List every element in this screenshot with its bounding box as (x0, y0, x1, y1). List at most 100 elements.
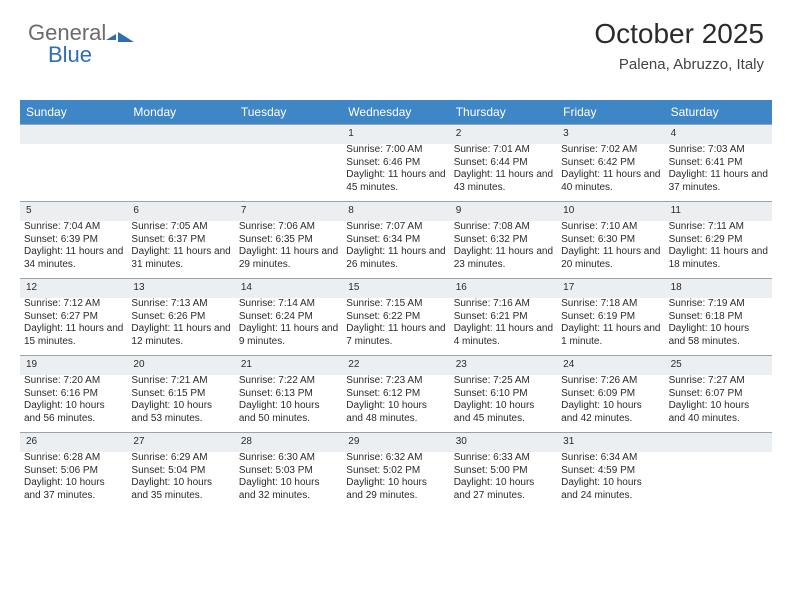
day-number (235, 125, 342, 144)
daylight-text: Daylight: 11 hours and 34 minutes. (24, 246, 123, 272)
day-number (20, 125, 127, 144)
daylight-text: Daylight: 11 hours and 26 minutes. (346, 246, 445, 272)
weekday-header: Sunday (20, 100, 127, 124)
sunrise-text: Sunrise: 7:16 AM (454, 298, 553, 311)
sunset-text: Sunset: 6:29 PM (669, 234, 768, 247)
day-cell: Sunrise: 7:06 AMSunset: 6:35 PMDaylight:… (235, 221, 342, 278)
day-cell: Sunrise: 7:03 AMSunset: 6:41 PMDaylight:… (665, 144, 772, 201)
day-number: 14 (235, 279, 342, 298)
day-cell: Sunrise: 7:11 AMSunset: 6:29 PMDaylight:… (665, 221, 772, 278)
sunrise-text: Sunrise: 6:29 AM (131, 452, 230, 465)
day-number: 3 (557, 125, 664, 144)
sunset-text: Sunset: 6:30 PM (561, 234, 660, 247)
header: October 2025 Palena, Abruzzo, Italy (594, 18, 764, 73)
day-number: 16 (450, 279, 557, 298)
daylight-text: Daylight: 10 hours and 48 minutes. (346, 400, 445, 426)
sunrise-text: Sunrise: 7:11 AM (669, 221, 768, 234)
sunrise-text: Sunrise: 7:14 AM (239, 298, 338, 311)
day-number: 5 (20, 202, 127, 221)
day-number: 28 (235, 433, 342, 452)
day-number: 26 (20, 433, 127, 452)
sunrise-text: Sunrise: 7:23 AM (346, 375, 445, 388)
day-cell: Sunrise: 7:05 AMSunset: 6:37 PMDaylight:… (127, 221, 234, 278)
day-number-row: 19202122232425 (20, 355, 772, 375)
sunrise-text: Sunrise: 7:04 AM (24, 221, 123, 234)
sunset-text: Sunset: 5:00 PM (454, 465, 553, 478)
day-number (665, 433, 772, 452)
daylight-text: Daylight: 10 hours and 32 minutes. (239, 477, 338, 503)
sunrise-text: Sunrise: 6:30 AM (239, 452, 338, 465)
sunset-text: Sunset: 5:02 PM (346, 465, 445, 478)
sunrise-text: Sunrise: 7:18 AM (561, 298, 660, 311)
day-number: 22 (342, 356, 449, 375)
day-detail-row: Sunrise: 6:28 AMSunset: 5:06 PMDaylight:… (20, 452, 772, 509)
logo-text-blue: Blue (48, 42, 92, 67)
day-cell: Sunrise: 7:21 AMSunset: 6:15 PMDaylight:… (127, 375, 234, 432)
daylight-text: Daylight: 10 hours and 27 minutes. (454, 477, 553, 503)
weeks-container: 1234Sunrise: 7:00 AMSunset: 6:46 PMDayli… (20, 124, 772, 509)
day-cell: Sunrise: 7:12 AMSunset: 6:27 PMDaylight:… (20, 298, 127, 355)
daylight-text: Daylight: 11 hours and 15 minutes. (24, 323, 123, 349)
weekday-header: Saturday (665, 100, 772, 124)
daylight-text: Daylight: 10 hours and 29 minutes. (346, 477, 445, 503)
day-detail-row: Sunrise: 7:00 AMSunset: 6:46 PMDaylight:… (20, 144, 772, 201)
sunrise-text: Sunrise: 7:26 AM (561, 375, 660, 388)
sunset-text: Sunset: 5:04 PM (131, 465, 230, 478)
daylight-text: Daylight: 10 hours and 40 minutes. (669, 400, 768, 426)
sunset-text: Sunset: 6:18 PM (669, 311, 768, 324)
day-number: 12 (20, 279, 127, 298)
daylight-text: Daylight: 10 hours and 35 minutes. (131, 477, 230, 503)
day-number: 23 (450, 356, 557, 375)
day-detail-row: Sunrise: 7:04 AMSunset: 6:39 PMDaylight:… (20, 221, 772, 278)
sunrise-text: Sunrise: 7:19 AM (669, 298, 768, 311)
daylight-text: Daylight: 11 hours and 40 minutes. (561, 169, 660, 195)
day-cell: Sunrise: 7:16 AMSunset: 6:21 PMDaylight:… (450, 298, 557, 355)
sunset-text: Sunset: 6:13 PM (239, 388, 338, 401)
sunset-text: Sunset: 5:06 PM (24, 465, 123, 478)
day-number: 19 (20, 356, 127, 375)
day-number: 6 (127, 202, 234, 221)
day-cell: Sunrise: 6:30 AMSunset: 5:03 PMDaylight:… (235, 452, 342, 509)
sunset-text: Sunset: 6:10 PM (454, 388, 553, 401)
daylight-text: Daylight: 11 hours and 7 minutes. (346, 323, 445, 349)
sunset-text: Sunset: 6:41 PM (669, 157, 768, 170)
daylight-text: Daylight: 10 hours and 42 minutes. (561, 400, 660, 426)
day-cell: Sunrise: 7:25 AMSunset: 6:10 PMDaylight:… (450, 375, 557, 432)
weekday-header: Friday (557, 100, 664, 124)
logo-triangle-icon (118, 32, 134, 42)
day-number: 1 (342, 125, 449, 144)
sunset-text: Sunset: 6:37 PM (131, 234, 230, 247)
sunset-text: Sunset: 6:12 PM (346, 388, 445, 401)
sunset-text: Sunset: 6:16 PM (24, 388, 123, 401)
day-number: 20 (127, 356, 234, 375)
sunset-text: Sunset: 6:22 PM (346, 311, 445, 324)
day-number: 10 (557, 202, 664, 221)
day-number-row: 567891011 (20, 201, 772, 221)
day-cell: Sunrise: 7:18 AMSunset: 6:19 PMDaylight:… (557, 298, 664, 355)
day-number: 24 (557, 356, 664, 375)
day-number (127, 125, 234, 144)
sunset-text: Sunset: 6:34 PM (346, 234, 445, 247)
sunrise-text: Sunrise: 7:21 AM (131, 375, 230, 388)
day-cell: Sunrise: 6:33 AMSunset: 5:00 PMDaylight:… (450, 452, 557, 509)
location-text: Palena, Abruzzo, Italy (594, 56, 764, 73)
day-number: 4 (665, 125, 772, 144)
daylight-text: Daylight: 11 hours and 29 minutes. (239, 246, 338, 272)
sunset-text: Sunset: 6:44 PM (454, 157, 553, 170)
daylight-text: Daylight: 10 hours and 24 minutes. (561, 477, 660, 503)
day-number: 18 (665, 279, 772, 298)
daylight-text: Daylight: 10 hours and 53 minutes. (131, 400, 230, 426)
daylight-text: Daylight: 11 hours and 43 minutes. (454, 169, 553, 195)
day-cell (127, 144, 234, 201)
day-number: 2 (450, 125, 557, 144)
sunrise-text: Sunrise: 7:13 AM (131, 298, 230, 311)
day-cell: Sunrise: 7:08 AMSunset: 6:32 PMDaylight:… (450, 221, 557, 278)
day-cell: Sunrise: 7:27 AMSunset: 6:07 PMDaylight:… (665, 375, 772, 432)
day-number-row: 1234 (20, 124, 772, 144)
day-number: 29 (342, 433, 449, 452)
sunset-text: Sunset: 6:39 PM (24, 234, 123, 247)
daylight-text: Daylight: 11 hours and 18 minutes. (669, 246, 768, 272)
day-number: 30 (450, 433, 557, 452)
sunset-text: Sunset: 6:27 PM (24, 311, 123, 324)
weekday-header: Tuesday (235, 100, 342, 124)
